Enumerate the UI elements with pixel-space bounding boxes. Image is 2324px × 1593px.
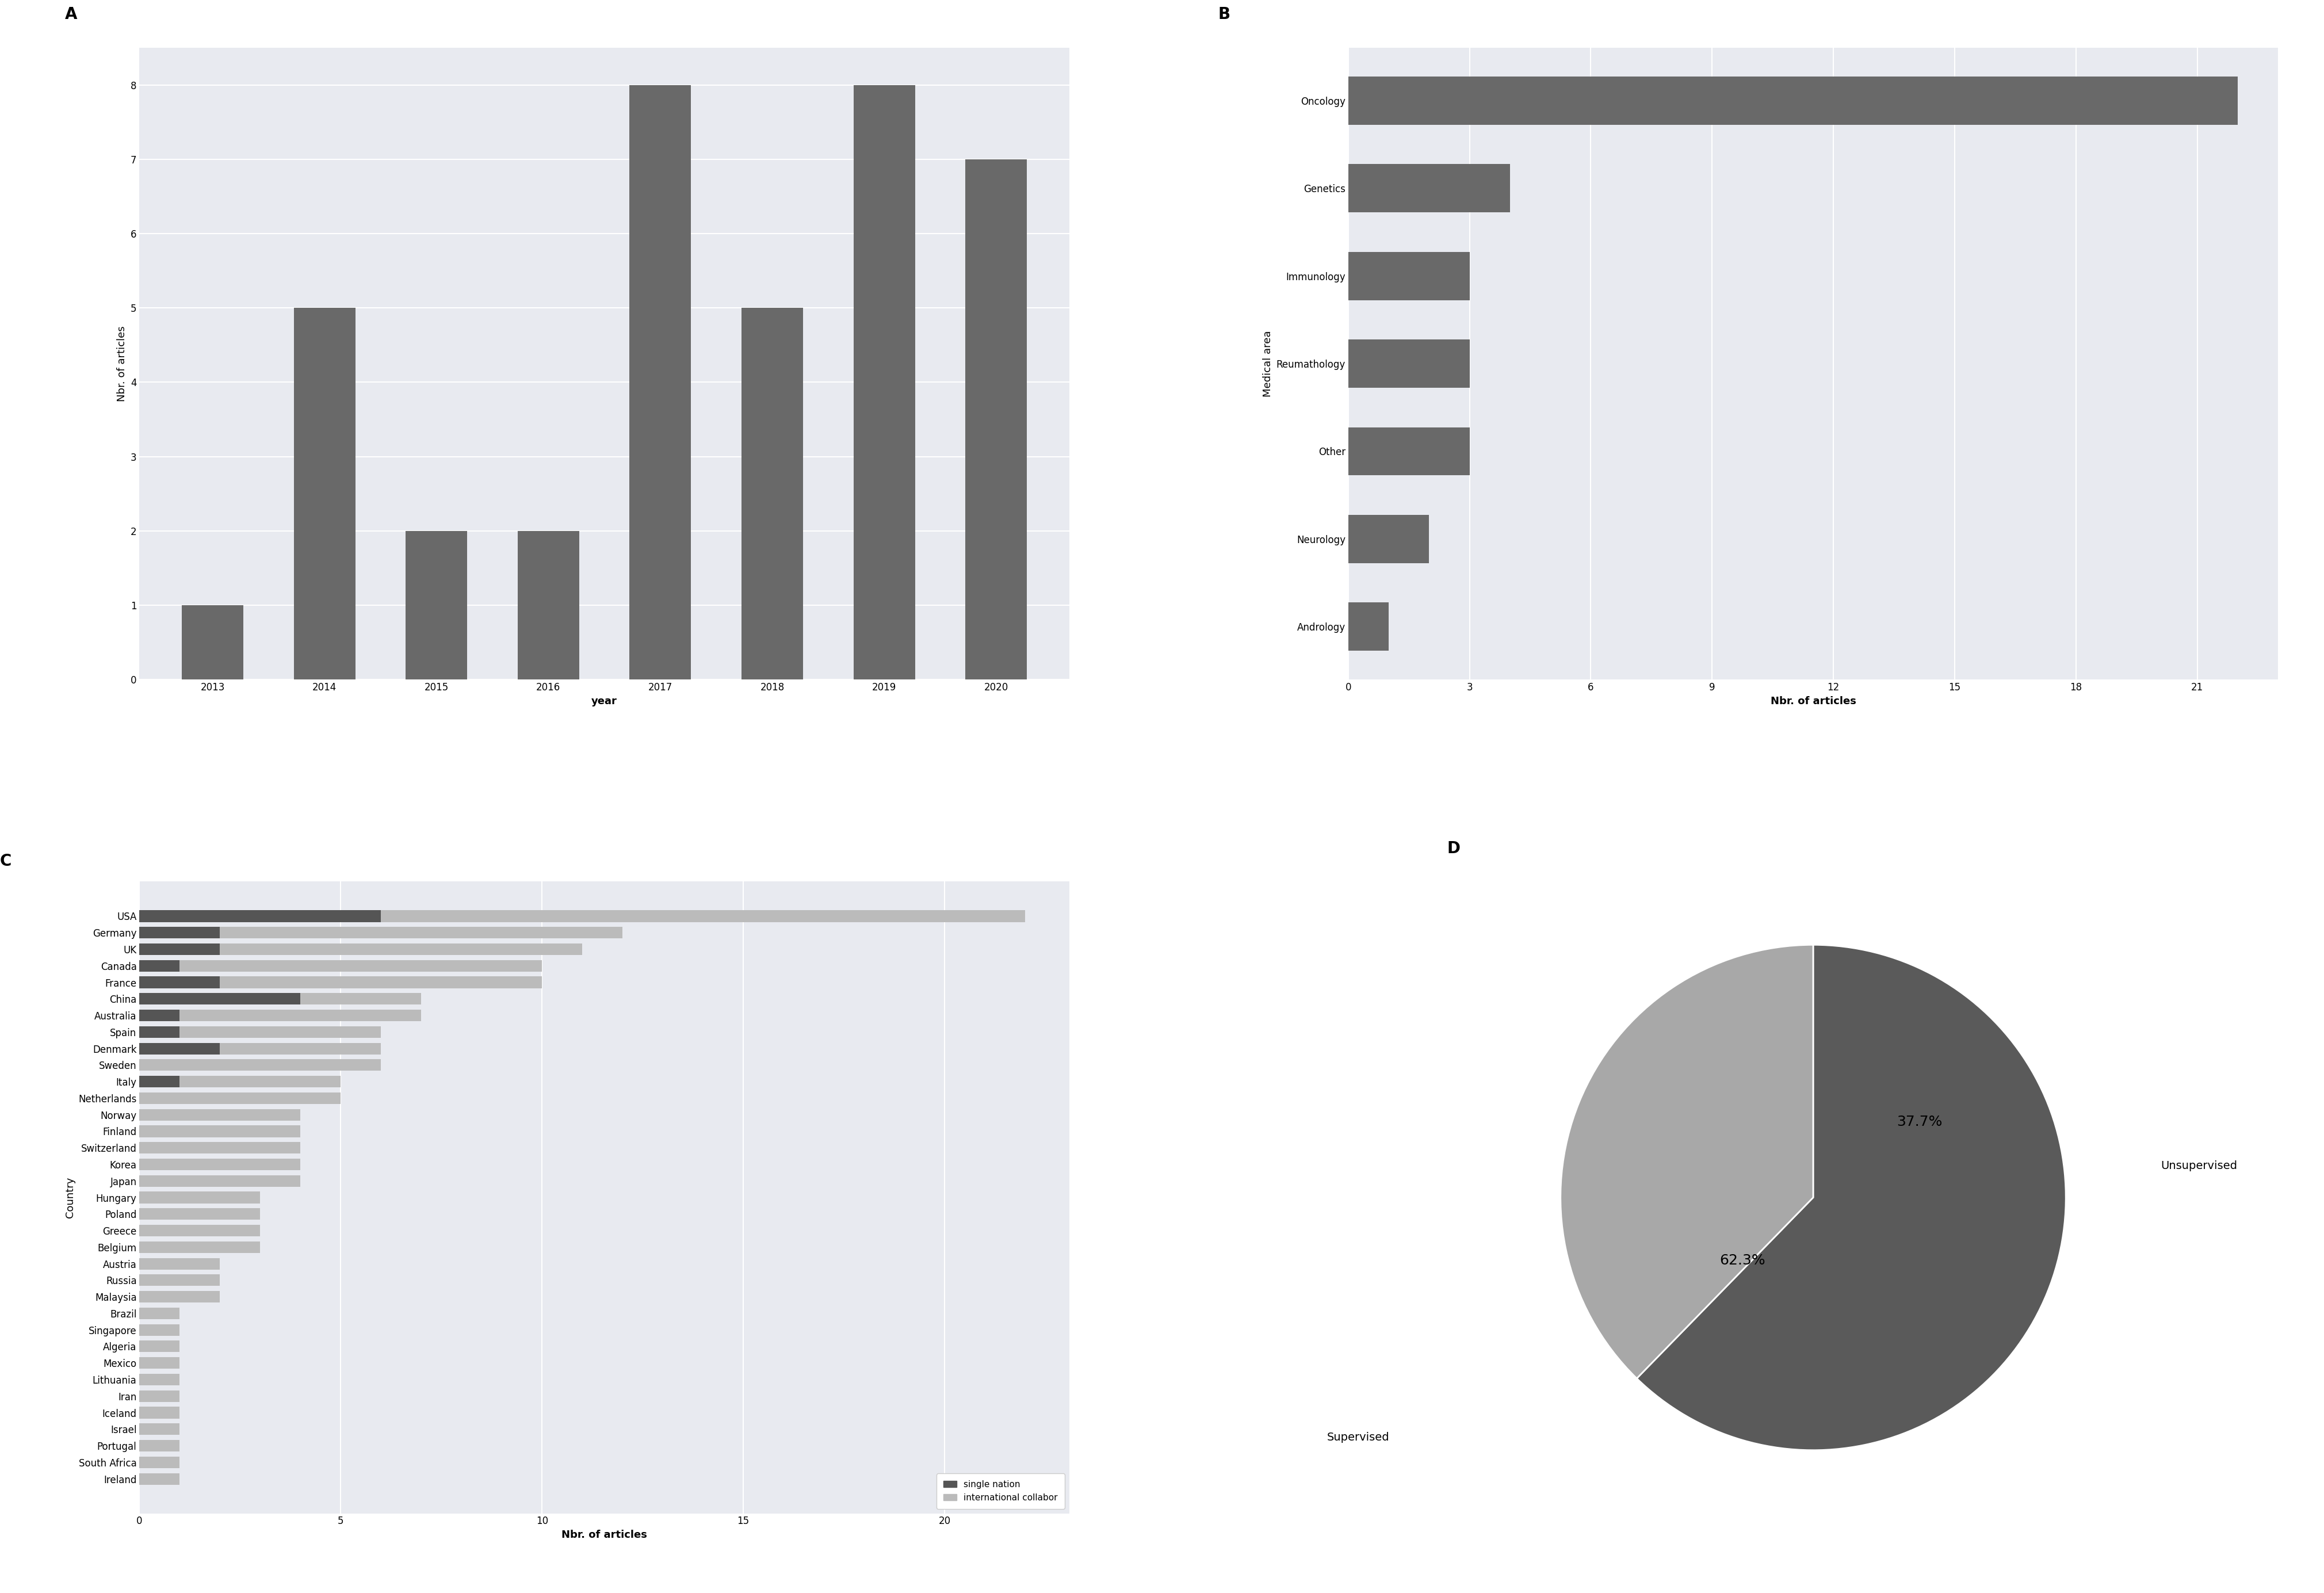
Bar — [1348, 515, 1429, 562]
Bar — [139, 1474, 179, 1485]
Text: 62.3%: 62.3% — [1720, 1254, 1764, 1268]
Bar — [139, 927, 221, 938]
Bar — [139, 1026, 381, 1037]
Bar — [139, 1407, 179, 1418]
Bar — [1348, 602, 1387, 652]
Bar — [139, 1126, 300, 1137]
Bar — [630, 84, 690, 680]
Bar — [139, 1357, 179, 1368]
Text: A: A — [65, 6, 77, 22]
Bar — [139, 910, 381, 922]
Bar — [139, 1290, 221, 1303]
Bar — [139, 1109, 300, 1120]
Bar — [407, 530, 467, 680]
Text: B: B — [1218, 6, 1229, 22]
Bar — [139, 1440, 179, 1451]
Bar — [139, 1207, 260, 1220]
Bar — [1348, 427, 1469, 475]
X-axis label: Nbr. of articles: Nbr. of articles — [562, 1529, 646, 1540]
Bar — [139, 961, 541, 972]
Bar — [139, 992, 300, 1005]
Text: C: C — [0, 852, 12, 870]
Y-axis label: Nbr. of articles: Nbr. of articles — [116, 327, 128, 401]
Bar — [139, 961, 179, 972]
Bar — [139, 1456, 179, 1469]
Bar — [741, 307, 802, 680]
Text: 37.7%: 37.7% — [1896, 1115, 1941, 1128]
Bar — [139, 977, 541, 988]
Bar — [139, 1158, 300, 1171]
Bar — [139, 1241, 260, 1254]
Y-axis label: Medical area: Medical area — [1262, 330, 1274, 397]
Bar — [139, 1043, 381, 1055]
Bar — [853, 84, 916, 680]
Bar — [139, 943, 221, 956]
Bar — [139, 977, 221, 988]
Bar — [139, 1225, 260, 1236]
Bar — [964, 159, 1027, 680]
Bar — [139, 1274, 221, 1286]
Bar — [139, 1341, 179, 1352]
Bar — [139, 1308, 179, 1319]
Bar — [139, 1093, 342, 1104]
Bar — [1348, 339, 1469, 387]
Bar — [181, 605, 244, 680]
Bar — [139, 1075, 179, 1088]
Bar — [139, 1373, 179, 1386]
Bar — [139, 1043, 221, 1055]
Bar — [139, 943, 581, 956]
Bar — [139, 1026, 179, 1037]
Bar — [1348, 252, 1469, 299]
Bar — [139, 1010, 179, 1021]
Bar — [293, 307, 356, 680]
Bar — [139, 1324, 179, 1335]
Bar — [139, 1391, 179, 1402]
X-axis label: Nbr. of articles: Nbr. of articles — [1771, 696, 1855, 706]
Bar — [139, 1176, 300, 1187]
Wedge shape — [1559, 945, 1813, 1378]
Bar — [139, 992, 421, 1005]
Bar — [139, 1010, 421, 1021]
Bar — [139, 927, 623, 938]
Bar — [1348, 164, 1511, 212]
Y-axis label: Country: Country — [65, 1177, 74, 1219]
Text: Unsupervised: Unsupervised — [2159, 1160, 2236, 1171]
Bar — [1348, 76, 2238, 124]
Bar — [139, 1075, 342, 1088]
Bar — [139, 1192, 260, 1203]
Bar — [139, 1424, 179, 1435]
Bar — [139, 1258, 221, 1270]
Bar — [139, 1142, 300, 1153]
Text: Supervised: Supervised — [1327, 1432, 1390, 1443]
X-axis label: year: year — [590, 696, 618, 706]
Wedge shape — [1636, 945, 2066, 1450]
Bar — [518, 530, 579, 680]
Bar — [139, 1059, 381, 1070]
Bar — [139, 910, 1025, 922]
Legend: single nation, international collabor: single nation, international collabor — [937, 1474, 1064, 1509]
Text: D: D — [1446, 840, 1459, 857]
